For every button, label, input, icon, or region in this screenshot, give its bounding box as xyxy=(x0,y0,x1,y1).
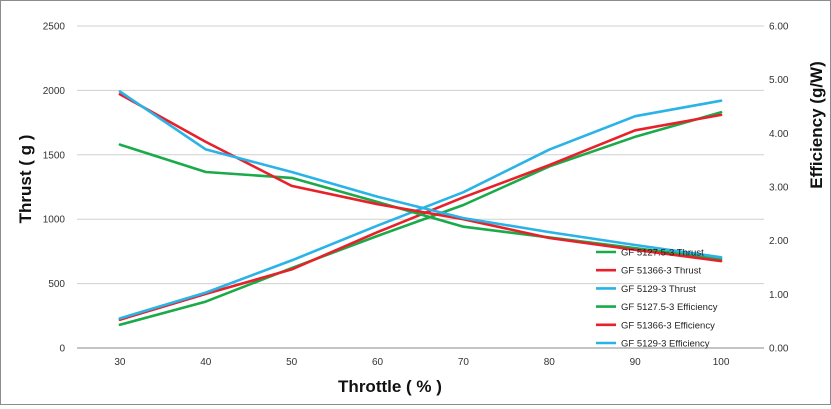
series-line-3 xyxy=(118,99,723,320)
y-right-tick-label: 0.00 xyxy=(769,344,789,355)
series-line-1 xyxy=(118,111,723,327)
y-right-tick-label: 6.00 xyxy=(769,22,789,33)
x-tick-label: 40 xyxy=(200,357,212,368)
x-axis-title: Throttle ( % ) xyxy=(338,377,442,396)
legend: GF 5127.5-3 Thrust GF 51366-3 Thrust GF 51… xyxy=(596,248,718,350)
x-tick-label: 30 xyxy=(114,357,126,368)
legend-label: GF 51366-3 Efficiency xyxy=(621,320,715,331)
x-tick-label: 80 xyxy=(544,357,556,368)
y-left-tick-label: 2000 xyxy=(43,86,66,97)
y-right-tick-label: 3.00 xyxy=(769,183,789,194)
x-tick-label: 90 xyxy=(630,357,642,368)
y-left-tick-label: 500 xyxy=(48,279,65,290)
x-tick-label: 60 xyxy=(372,357,384,368)
y-right-tick-label: 4.00 xyxy=(769,129,789,140)
y-axis-right-title: Efficiency (g/W) xyxy=(807,61,826,189)
y-right-tick-label: 1.00 xyxy=(769,290,789,301)
legend-label: GF 51366-3 Thrust xyxy=(621,266,701,277)
legend-label: GF 5129-3 Thrust xyxy=(621,284,696,295)
y-left-tick-label: 2500 xyxy=(43,22,66,33)
x-tick-label: 100 xyxy=(713,357,730,368)
axes: 0 500 1000 1500 2000 2500 0.00 1.00 2.00 3.00 4.00… xyxy=(43,22,789,369)
legend-label: GF 5127.5-3 Efficiency xyxy=(621,302,718,313)
series-line-6 xyxy=(118,90,723,259)
legend-label: GF 5127.5-3 Thrust xyxy=(621,248,704,259)
x-tick-label: 70 xyxy=(458,357,470,368)
y-left-tick-label: 0 xyxy=(59,344,65,355)
series-lines xyxy=(118,90,723,327)
series-line-4 xyxy=(118,143,723,261)
x-tick-label: 50 xyxy=(286,357,298,368)
y-right-tick-label: 5.00 xyxy=(769,75,789,86)
y-left-tick-label: 1000 xyxy=(43,215,66,226)
y-right-tick-label: 2.00 xyxy=(769,236,789,247)
y-axis-left-title: Thrust ( g ) xyxy=(16,135,35,224)
y-left-tick-label: 1500 xyxy=(43,150,66,161)
series-line-5 xyxy=(118,92,723,263)
legend-label: GF 5129-3 Efficiency xyxy=(621,339,710,350)
